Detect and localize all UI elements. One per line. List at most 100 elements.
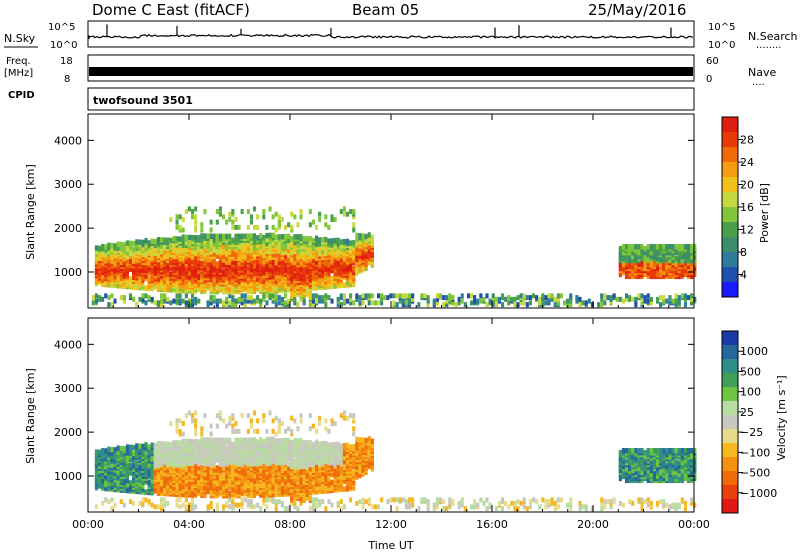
power-cell [212, 298, 216, 304]
power-cell [178, 298, 182, 304]
velocity-cell [110, 446, 114, 453]
colorbar-tick-label: 24 [740, 156, 754, 169]
velocity-cell [225, 500, 229, 506]
power-cell [190, 293, 195, 299]
velocity-cell [181, 487, 185, 494]
velocity-cell [110, 484, 114, 490]
power-cell [110, 280, 114, 286]
velocity-cell [237, 437, 241, 444]
power-cell [197, 274, 201, 281]
power-cell [522, 293, 526, 299]
velocity-cell [237, 483, 241, 489]
velocity-cell [122, 502, 126, 508]
velocity-cell [249, 418, 253, 424]
power-cell [671, 271, 675, 278]
nsky-trace [88, 24, 694, 39]
power-cell [668, 300, 672, 306]
power-cell [256, 235, 260, 241]
power-cell [327, 281, 331, 288]
power-cell [311, 245, 315, 252]
power-cell [417, 302, 421, 308]
power-cell [91, 295, 95, 301]
power-cell [277, 242, 281, 248]
power-cell [252, 239, 257, 245]
velocity-cell [200, 464, 204, 471]
velocity-cell [97, 475, 102, 481]
velocity-cell [113, 447, 117, 453]
power-cell [479, 293, 483, 299]
power-cell [243, 263, 247, 269]
power-cell [287, 257, 291, 263]
power-cell [618, 271, 622, 278]
power-cell [231, 259, 235, 265]
power-cell [637, 243, 641, 250]
power-cell [333, 263, 337, 270]
power-cell [562, 300, 567, 306]
power-cell [218, 206, 222, 212]
velocity-cell [221, 479, 226, 485]
velocity-cell [200, 437, 204, 443]
velocity-cell [228, 504, 232, 510]
power-cell [277, 234, 281, 240]
velocity-cell [308, 465, 312, 472]
power-cell [215, 298, 219, 304]
velocity-cell [249, 499, 253, 505]
power-cell [510, 296, 514, 302]
power-cell [311, 298, 315, 304]
velocity-cell [256, 428, 260, 434]
freq-tick-bottom: 8 [64, 74, 70, 85]
velocity-cell [206, 469, 210, 475]
power-cell [144, 245, 148, 252]
nave-tick-bottom: 0 [706, 74, 712, 85]
velocity-cell [293, 485, 297, 491]
velocity-cell [206, 461, 210, 467]
velocity-cell [277, 426, 281, 432]
power-cell [339, 302, 343, 308]
velocity-cell [94, 471, 98, 477]
power-cell [513, 296, 517, 302]
power-cell [435, 296, 439, 302]
velocity-cell [259, 482, 263, 488]
power-cell [507, 295, 511, 301]
velocity-cell [94, 504, 98, 510]
power-cell [132, 246, 136, 253]
power-cell [206, 282, 210, 289]
power-cell [135, 239, 139, 245]
power-cell [516, 302, 520, 308]
power-cell [259, 262, 263, 269]
power-cell [94, 293, 98, 299]
velocity-cell [280, 500, 284, 506]
power-cell [407, 296, 412, 302]
power-cell [426, 295, 430, 301]
velocity-cell [218, 479, 222, 485]
velocity-cell [104, 456, 108, 462]
velocity-cell [144, 453, 148, 460]
power-cell [333, 267, 337, 273]
velocity-cell [156, 476, 160, 483]
velocity-cell [246, 472, 250, 479]
velocity-cell [184, 478, 188, 484]
power-cell [342, 206, 346, 212]
power-cell [674, 302, 678, 308]
power-cell [302, 269, 306, 276]
velocity-cell [94, 449, 98, 455]
power-cell [225, 296, 229, 302]
power-cell [172, 298, 176, 304]
power-cell [122, 283, 126, 290]
power-cell [659, 249, 663, 256]
power-cell [290, 227, 294, 233]
power-cell [280, 285, 284, 291]
power-cell [345, 211, 350, 217]
velocity-cell [262, 482, 266, 488]
power-cell [184, 234, 188, 241]
power-cell [339, 293, 343, 299]
velocity-cell [150, 472, 154, 478]
power-cell [631, 296, 635, 302]
power-cell [392, 293, 396, 299]
power-cell [184, 266, 188, 272]
power-cell [259, 278, 263, 284]
power-cell [293, 243, 297, 250]
power-cell [240, 233, 244, 240]
power-cell [321, 237, 325, 243]
power-cell [318, 249, 322, 255]
